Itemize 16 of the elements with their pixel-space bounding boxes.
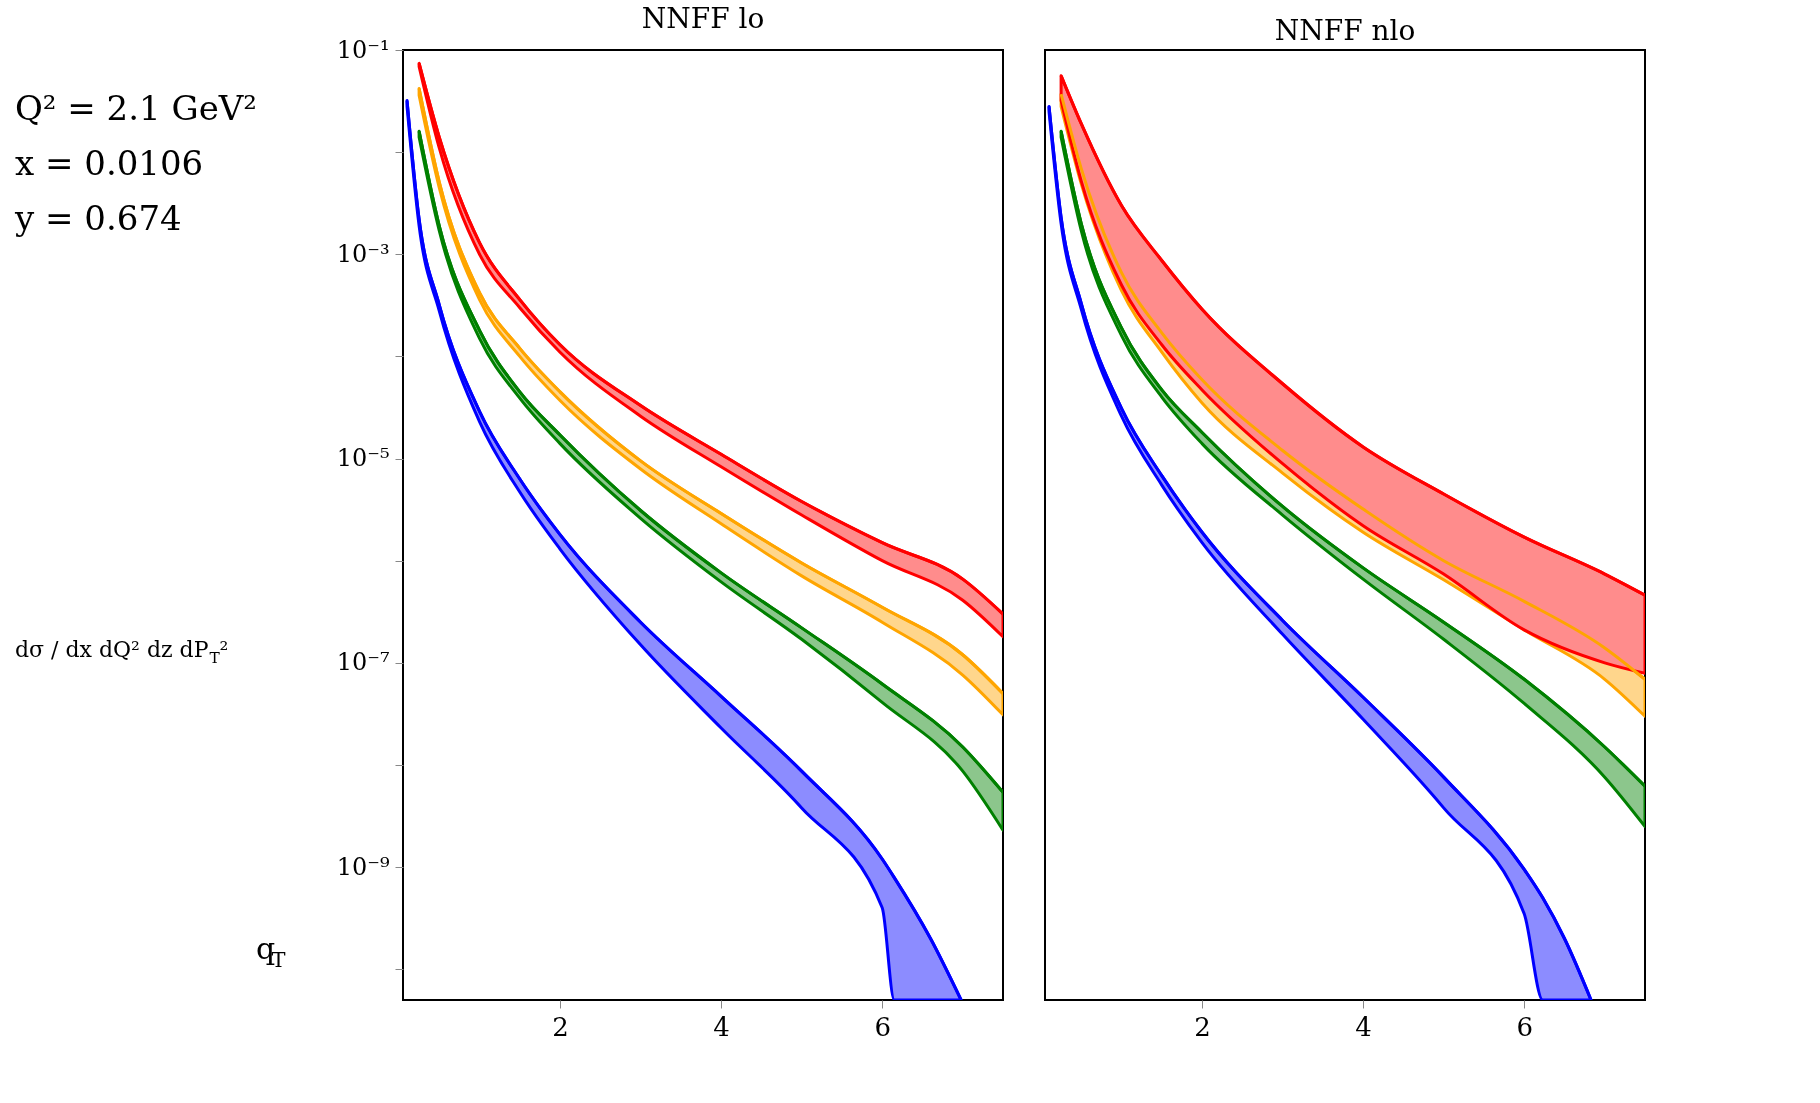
x-tick-label: 2	[1194, 1011, 1211, 1042]
text: x = 0.0106	[15, 143, 204, 183]
y-tick-label: 10⁻⁵	[336, 444, 390, 473]
y-tick-label: 10⁻⁷	[336, 648, 390, 677]
text: Q² = 2.1 GeV²	[15, 88, 257, 128]
x-tick-label: 2	[552, 1011, 569, 1042]
y-tick-label: 10⁻⁹	[336, 852, 390, 881]
x-tick-label: 4	[713, 1011, 730, 1042]
x-tick-label: 6	[1516, 1011, 1533, 1042]
x-tick-label: 4	[1355, 1011, 1372, 1042]
chart-title: NNFF nlo	[1274, 14, 1416, 47]
text: y = 0.674	[14, 198, 182, 238]
chart-title: NNFF lo	[641, 2, 765, 35]
y-tick-label: 10⁻³	[336, 239, 390, 268]
y-tick-label: 10⁻¹	[336, 35, 390, 64]
x-tick-label: 6	[874, 1011, 891, 1042]
